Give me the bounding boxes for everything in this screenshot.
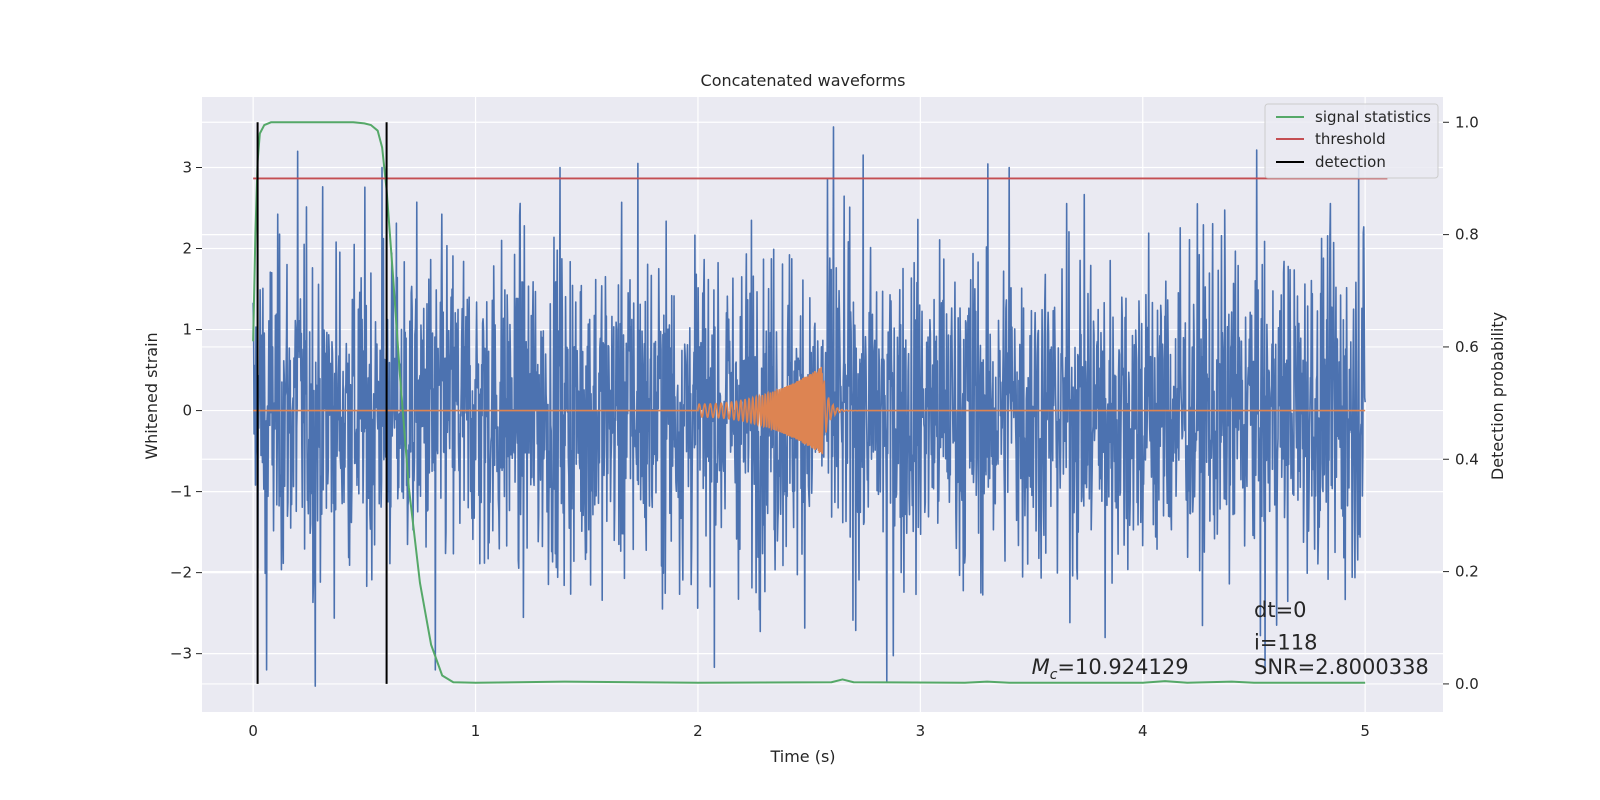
- x-tick-label: 3: [916, 722, 926, 740]
- x-axis-label: Time (s): [769, 747, 835, 766]
- x-tick-label: 4: [1138, 722, 1148, 740]
- annotation-chirp-mass: Mc=10.924129: [1032, 655, 1189, 683]
- data-layer: [252, 121, 1388, 687]
- legend-label-signal-statistics: signal statistics: [1315, 108, 1431, 126]
- y-tick-label-left: −1: [170, 483, 192, 501]
- x-tick-label: 2: [693, 722, 703, 740]
- series-group: [252, 121, 1388, 687]
- y-tick-label-right: 0.0: [1455, 675, 1479, 693]
- x-tick-label: 0: [248, 722, 258, 740]
- chart-title: Concatenated waveforms: [701, 71, 906, 90]
- annotation-snr: SNR=2.8000338: [1254, 655, 1429, 679]
- y-tick-label-right: 0.6: [1455, 338, 1479, 356]
- annotation-chirp-mass-subscript: c: [1050, 667, 1058, 683]
- y-tick-label-right: 0.4: [1455, 450, 1479, 468]
- x-tick-label: 1: [471, 722, 481, 740]
- y-tick-label-left: −2: [170, 564, 192, 582]
- template-series: [253, 366, 1366, 455]
- y-axis-label-left: Whitened strain: [142, 332, 161, 459]
- legend-label-detection: detection: [1315, 153, 1386, 171]
- y-tick-label-right: 0.2: [1455, 563, 1479, 581]
- annotation-dt: dt=0: [1254, 598, 1307, 622]
- annotation-chirp-mass-value: =10.924129: [1057, 655, 1188, 679]
- y-tick-label-left: 0: [182, 402, 192, 420]
- y-tick-label-right: 1.0: [1455, 113, 1479, 131]
- y-tick-label-right: 0.8: [1455, 226, 1479, 244]
- annotation-chirp-mass-symbol: M: [1032, 655, 1050, 679]
- y-tick-label-left: 3: [182, 158, 192, 176]
- axes: 0 1 2 3 4 5 −3 −2 −1 0 1 2 3 0.0 0.2 0.4 0.6 0.8 1.0: [170, 113, 1479, 740]
- legend-frame: [1264, 103, 1439, 179]
- y-tick-label-left: 1: [182, 321, 192, 339]
- y-axis-label-right: Detection probability: [1488, 312, 1507, 480]
- y-tick-label-left: −3: [170, 645, 192, 663]
- annotation-i: i=118: [1254, 631, 1318, 655]
- annotations: dt=0 i=118 SNR=2.8000338 Mc=10.924129: [1032, 598, 1429, 683]
- signal-statistics-line: [252, 121, 1366, 684]
- y-tick-label-left: 2: [182, 240, 192, 258]
- legend-label-threshold: threshold: [1315, 130, 1386, 148]
- x-tick-label: 5: [1360, 722, 1370, 740]
- strain-series: [252, 126, 1366, 687]
- legend: signal statistics threshold detection: [1264, 103, 1439, 179]
